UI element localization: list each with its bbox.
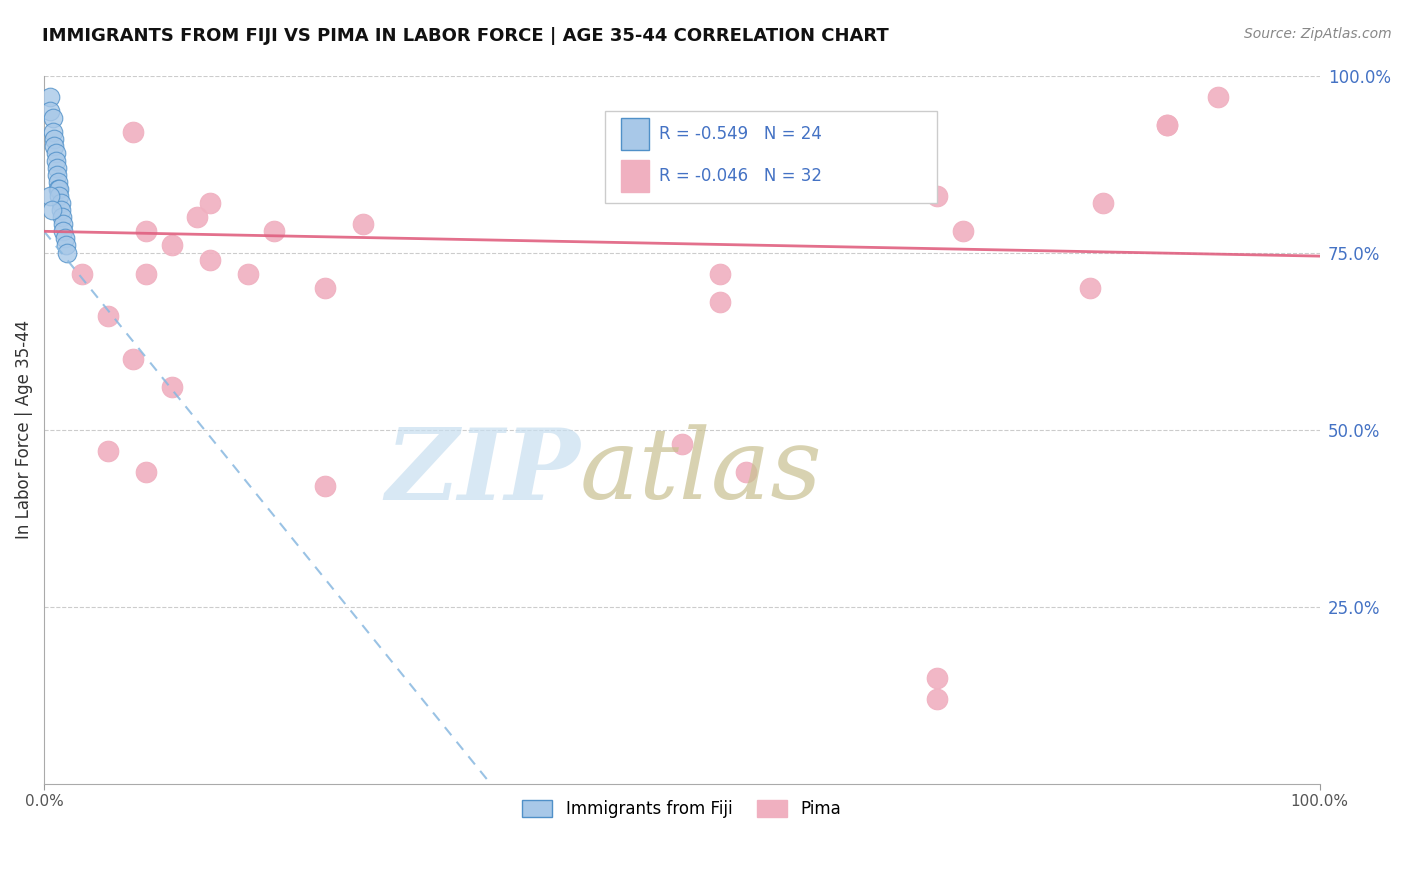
Point [1078,281,1101,295]
Point [46,182,69,196]
Point [799,175,821,189]
Point [952,224,974,238]
Point [263,224,285,238]
Text: Source: ZipAtlas.com: Source: ZipAtlas.com [1244,27,1392,41]
Point [135,465,157,479]
Legend: Immigrants from Fiji, Pima: Immigrants from Fiji, Pima [516,794,848,825]
Point [44,132,66,146]
Point [1091,196,1114,211]
Point [49,203,72,218]
Point [42,125,65,139]
Point [39,89,62,103]
Point [45,161,67,175]
Point [122,351,145,366]
Point [1206,89,1229,103]
FancyBboxPatch shape [606,111,936,203]
Point [238,267,260,281]
Point [709,295,731,310]
Point [1156,118,1178,132]
Point [45,146,67,161]
Point [160,238,183,252]
Point [39,189,62,203]
Point [46,175,69,189]
Point [42,111,65,125]
Point [671,437,693,451]
Point [53,231,76,245]
Point [352,217,374,231]
FancyBboxPatch shape [620,118,648,150]
Point [55,238,77,252]
Point [72,267,94,281]
Point [135,267,157,281]
Text: ZIP: ZIP [385,424,579,520]
Point [314,281,336,295]
Point [122,125,145,139]
Point [198,196,221,211]
Point [48,182,70,196]
Point [41,203,63,218]
Text: R = -0.046   N = 32: R = -0.046 N = 32 [659,167,823,185]
Point [198,252,221,267]
Point [45,168,67,182]
Point [44,139,66,153]
Point [709,267,731,281]
Y-axis label: In Labor Force | Age 35-44: In Labor Force | Age 35-44 [15,320,32,539]
Text: R = -0.549   N = 24: R = -0.549 N = 24 [659,125,821,143]
Point [314,479,336,493]
Text: IMMIGRANTS FROM FIJI VS PIMA IN LABOR FORCE | AGE 35-44 CORRELATION CHART: IMMIGRANTS FROM FIJI VS PIMA IN LABOR FO… [42,27,889,45]
Point [52,217,75,231]
Point [925,691,948,706]
Point [51,210,73,224]
Point [734,465,756,479]
Point [1156,118,1178,132]
Point [160,380,183,394]
Point [97,443,120,458]
Point [49,196,72,211]
Point [56,245,79,260]
Point [39,103,62,118]
Point [45,153,67,168]
Point [135,224,157,238]
FancyBboxPatch shape [620,160,648,192]
Point [925,189,948,203]
Point [97,310,120,324]
Point [48,189,70,203]
Point [186,210,208,224]
Text: atlas: atlas [579,425,823,520]
Point [925,671,948,685]
Point [52,224,75,238]
